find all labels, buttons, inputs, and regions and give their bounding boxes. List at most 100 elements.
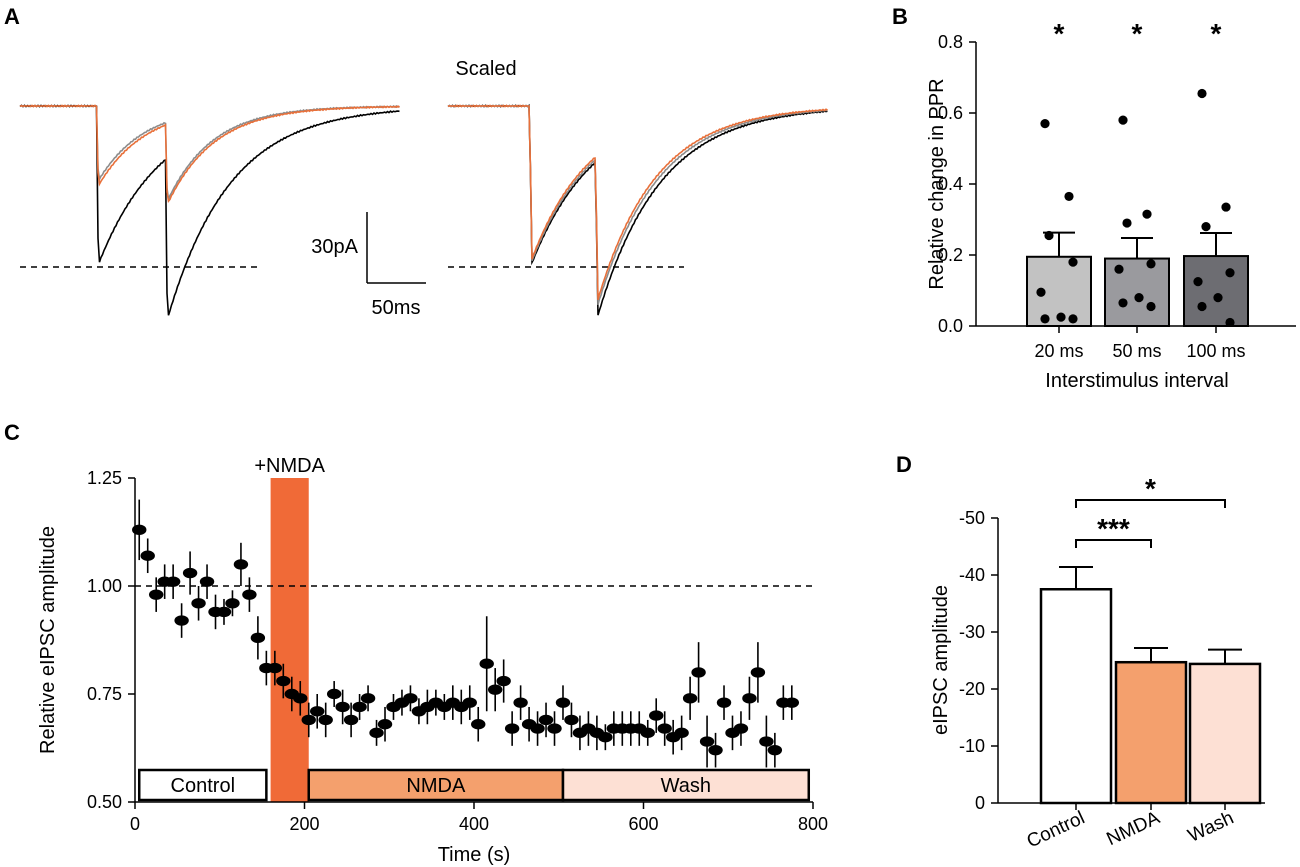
b-x-axis-label: Interstimulus interval bbox=[1045, 370, 1228, 392]
b-y-tick-label: 0.0 bbox=[938, 316, 963, 336]
d-x-tick-label: Wash bbox=[1185, 807, 1237, 846]
phase-bar-control bbox=[137, 768, 268, 802]
b-y-tick-label: 0.2 bbox=[938, 245, 963, 265]
c-data-point bbox=[564, 714, 579, 726]
d-significance-bracket bbox=[1075, 499, 1226, 508]
b-data-point bbox=[1040, 314, 1050, 324]
d-significance-label: *** bbox=[1097, 513, 1130, 544]
b-data-point bbox=[1056, 312, 1066, 322]
c-y-tick-label: 1.00 bbox=[87, 576, 122, 596]
c-data-point bbox=[165, 576, 181, 587]
c-data-point bbox=[649, 710, 664, 721]
b-significance-star: * bbox=[1054, 18, 1065, 49]
phase-label-control: Control bbox=[171, 775, 235, 797]
panel-b-chart: 0.0 0.2 0.4 0.6 0.8 20 ms * 50 ms * 100 ms * Inte… bbox=[926, 18, 1296, 392]
d-y-tick-label: -30 bbox=[959, 622, 985, 642]
b-data-point bbox=[1118, 115, 1128, 125]
b-data-point bbox=[1221, 202, 1231, 212]
b-data-point bbox=[1142, 209, 1152, 219]
c-data-point bbox=[326, 688, 342, 700]
b-data-point bbox=[1201, 222, 1211, 232]
c-data-point bbox=[335, 701, 350, 713]
c-data-point bbox=[242, 589, 257, 600]
trace-unscaled-nmda bbox=[19, 104, 400, 204]
c-x-tick-label: 0 bbox=[130, 814, 140, 834]
trace-scaled-wash bbox=[447, 104, 828, 305]
d-y-tick-label: -50 bbox=[959, 508, 985, 528]
traces-unscaled bbox=[19, 104, 400, 316]
c-data-point bbox=[538, 714, 554, 726]
c-data-point bbox=[267, 662, 283, 674]
b-x-tick-label: 100 ms bbox=[1186, 341, 1245, 361]
c-y-tick-label: 1.25 bbox=[87, 468, 122, 488]
panel-d-chart: 0-10-20-30-40-50 Control NMDA Wash **** eI… bbox=[930, 473, 1265, 852]
c-data-point bbox=[301, 714, 316, 726]
c-data-point bbox=[708, 744, 723, 756]
c-data-point bbox=[784, 697, 800, 708]
c-data-point bbox=[148, 589, 164, 600]
b-significance-star: * bbox=[1211, 18, 1222, 49]
c-data-point bbox=[530, 723, 545, 734]
c-data-point bbox=[276, 675, 291, 687]
c-data-point bbox=[140, 550, 155, 561]
c-data-point bbox=[750, 667, 766, 678]
c-data-point bbox=[182, 567, 198, 579]
b-data-point bbox=[1068, 314, 1078, 324]
nmda-application-band bbox=[270, 478, 309, 802]
c-data-point bbox=[674, 727, 689, 739]
b-x-tick-label: 20 ms bbox=[1034, 341, 1083, 361]
d-bar bbox=[1114, 660, 1188, 805]
b-y-tick-label: 0.6 bbox=[938, 103, 963, 123]
c-x-tick-label: 800 bbox=[798, 814, 828, 834]
phase-bar-nmda bbox=[307, 768, 565, 802]
b-data-point bbox=[1036, 287, 1046, 297]
b-data-point bbox=[1040, 119, 1050, 129]
c-data-point bbox=[310, 706, 325, 717]
c-data-point bbox=[513, 697, 528, 708]
phase-label-nmda: NMDA bbox=[406, 775, 466, 797]
c-data-point bbox=[657, 723, 672, 734]
panel-label-a: A bbox=[4, 4, 20, 29]
b-significance-star: * bbox=[1132, 18, 1143, 49]
traces-scaled bbox=[447, 103, 828, 316]
c-data-point bbox=[759, 736, 774, 747]
panel-label-c: C bbox=[4, 420, 20, 445]
c-data-point bbox=[293, 693, 308, 704]
b-data-point bbox=[1225, 268, 1235, 278]
c-data-point bbox=[699, 736, 715, 747]
c-x-axis-label: Time (s) bbox=[438, 844, 511, 866]
c-data-point bbox=[233, 559, 249, 570]
b-y-tick-label: 0.4 bbox=[938, 174, 963, 194]
b-data-point bbox=[1197, 301, 1207, 312]
c-y-tick-label: 0.75 bbox=[87, 684, 122, 704]
b-data-point bbox=[1122, 218, 1132, 228]
b-data-point bbox=[1068, 257, 1078, 267]
c-y-tick-label: 0.50 bbox=[87, 792, 122, 812]
c-data-point bbox=[691, 667, 706, 678]
c-y-axis-label: Relative eIPSC amplitude bbox=[37, 526, 59, 754]
scale-bar-y-label: 30pA bbox=[311, 236, 358, 258]
d-x-tick-label: NMDA bbox=[1104, 807, 1164, 850]
b-x-tick-label: 50 ms bbox=[1112, 341, 1161, 361]
d-y-tick-label: -20 bbox=[959, 679, 985, 699]
d-y-tick-label: -40 bbox=[959, 565, 985, 585]
c-data-point bbox=[504, 723, 520, 734]
d-bar bbox=[1188, 662, 1262, 805]
c-data-point bbox=[225, 598, 240, 609]
c-data-point bbox=[377, 719, 393, 730]
c-data-point bbox=[716, 697, 732, 708]
panel-label-b: B bbox=[892, 4, 908, 29]
b-y-tick-label: 0.8 bbox=[938, 32, 963, 52]
panel-a-traces: Scaled 30pA 50ms bbox=[19, 58, 828, 319]
d-y-axis-label: eIPSC amplitude bbox=[930, 585, 952, 735]
c-data-point bbox=[318, 714, 333, 726]
b-data-point bbox=[1064, 191, 1074, 202]
nmda-application-label: +NMDA bbox=[254, 455, 325, 477]
c-data-point bbox=[199, 576, 215, 587]
b-data-point bbox=[1146, 301, 1156, 312]
c-data-point bbox=[547, 723, 562, 734]
trace-unscaled-control bbox=[19, 104, 400, 316]
d-significance-bracket bbox=[1075, 539, 1152, 548]
c-data-point bbox=[767, 744, 783, 756]
c-x-tick-label: 600 bbox=[628, 814, 658, 834]
